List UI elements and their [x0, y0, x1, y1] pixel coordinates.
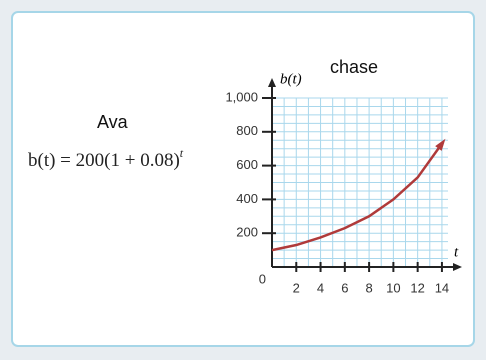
y-tick-label: 1,000 — [225, 89, 258, 104]
equation-exponent: t — [180, 146, 184, 160]
y-tick-label: 600 — [236, 157, 258, 172]
x-axis-arrow — [453, 263, 462, 271]
x-axis-label: t — [454, 244, 459, 260]
y-tick-label: 400 — [236, 191, 258, 206]
y-tick-label: 800 — [236, 123, 258, 138]
x-tick-label: 6 — [341, 280, 348, 295]
panel — [11, 11, 475, 347]
x-tick-label: 2 — [293, 280, 300, 295]
x-tick-label: 8 — [365, 280, 372, 295]
curve — [271, 142, 443, 252]
x-tick-label: 12 — [410, 280, 424, 295]
y-tick-label: 200 — [236, 225, 258, 240]
right-label: chase — [330, 57, 378, 77]
x-tick-label: 4 — [317, 280, 324, 295]
left-label: Ava — [97, 112, 129, 132]
y-axis-label: b(t) — [280, 71, 302, 87]
x-tick-label: 14 — [435, 280, 449, 295]
chart: t b(t) 2 4 6 8 10 12 14 0 200 400 600 800 1,000 — [225, 71, 462, 295]
equation-text: b(t) = 200(1 + 0.08) — [28, 150, 180, 171]
x-tick-label: 10 — [386, 280, 400, 295]
y-axis-arrow — [268, 78, 276, 87]
equation: b(t) = 200(1 + 0.08)t — [28, 146, 184, 172]
y-tick-label: 0 — [259, 271, 266, 286]
curve-arrow — [435, 138, 446, 151]
